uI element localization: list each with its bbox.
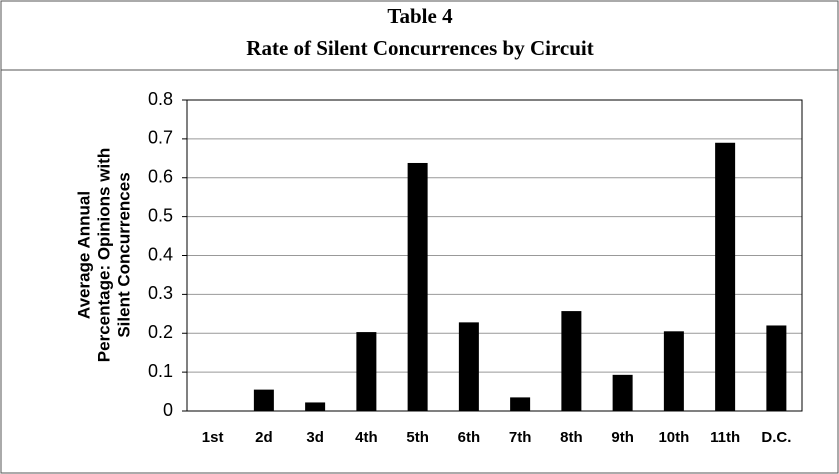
bar <box>561 311 582 411</box>
bar <box>305 402 326 411</box>
x-tick-label: D.C. <box>761 429 791 446</box>
bar <box>510 397 531 411</box>
bar <box>356 332 377 411</box>
x-tick-label: 10th <box>658 429 689 446</box>
bar <box>766 325 787 411</box>
y-tick-label: 0.5 <box>148 205 173 225</box>
y-tick-label: 0.6 <box>148 167 173 187</box>
bar <box>407 162 428 411</box>
x-tick-label: 6th <box>458 429 481 446</box>
y-axis-label-line: Silent Concurrences <box>114 172 133 337</box>
x-tick-label: 1st <box>202 429 224 446</box>
x-tick-label: 4th <box>355 429 378 446</box>
x-tick-label: 3d <box>306 429 324 446</box>
y-tick-label: 0.4 <box>148 244 173 264</box>
x-tick-label: 7th <box>509 429 532 446</box>
y-axis-label-line: Percentage: Opinions with <box>94 148 113 362</box>
x-tick-label: 8th <box>560 429 583 446</box>
x-tick-label: 2d <box>255 429 273 446</box>
y-tick-label: 0.1 <box>148 361 173 381</box>
x-tick-label: 11th <box>710 429 740 446</box>
chart-title: Table 4 <box>387 4 453 28</box>
x-tick-label: 9th <box>611 429 634 446</box>
bar <box>715 142 736 411</box>
y-tick-label: 0.3 <box>148 283 173 303</box>
chart-subtitle: Rate of Silent Concurrences by Circuit <box>246 36 593 60</box>
bar <box>612 374 633 411</box>
y-axis-label: Average Annual Percentage: Opinions with… <box>74 148 133 362</box>
x-tick-label: 5th <box>406 429 429 446</box>
y-tick-label: 0 <box>163 400 173 420</box>
y-tick-label: 0.8 <box>148 89 173 109</box>
bar <box>458 322 479 411</box>
y-tick-label: 0.2 <box>148 322 173 342</box>
bar <box>663 331 684 411</box>
plot-border <box>186 99 803 412</box>
y-axis-label-line: Average Annual <box>74 191 93 319</box>
y-tick-label: 0.7 <box>148 128 173 148</box>
bar <box>253 389 274 411</box>
